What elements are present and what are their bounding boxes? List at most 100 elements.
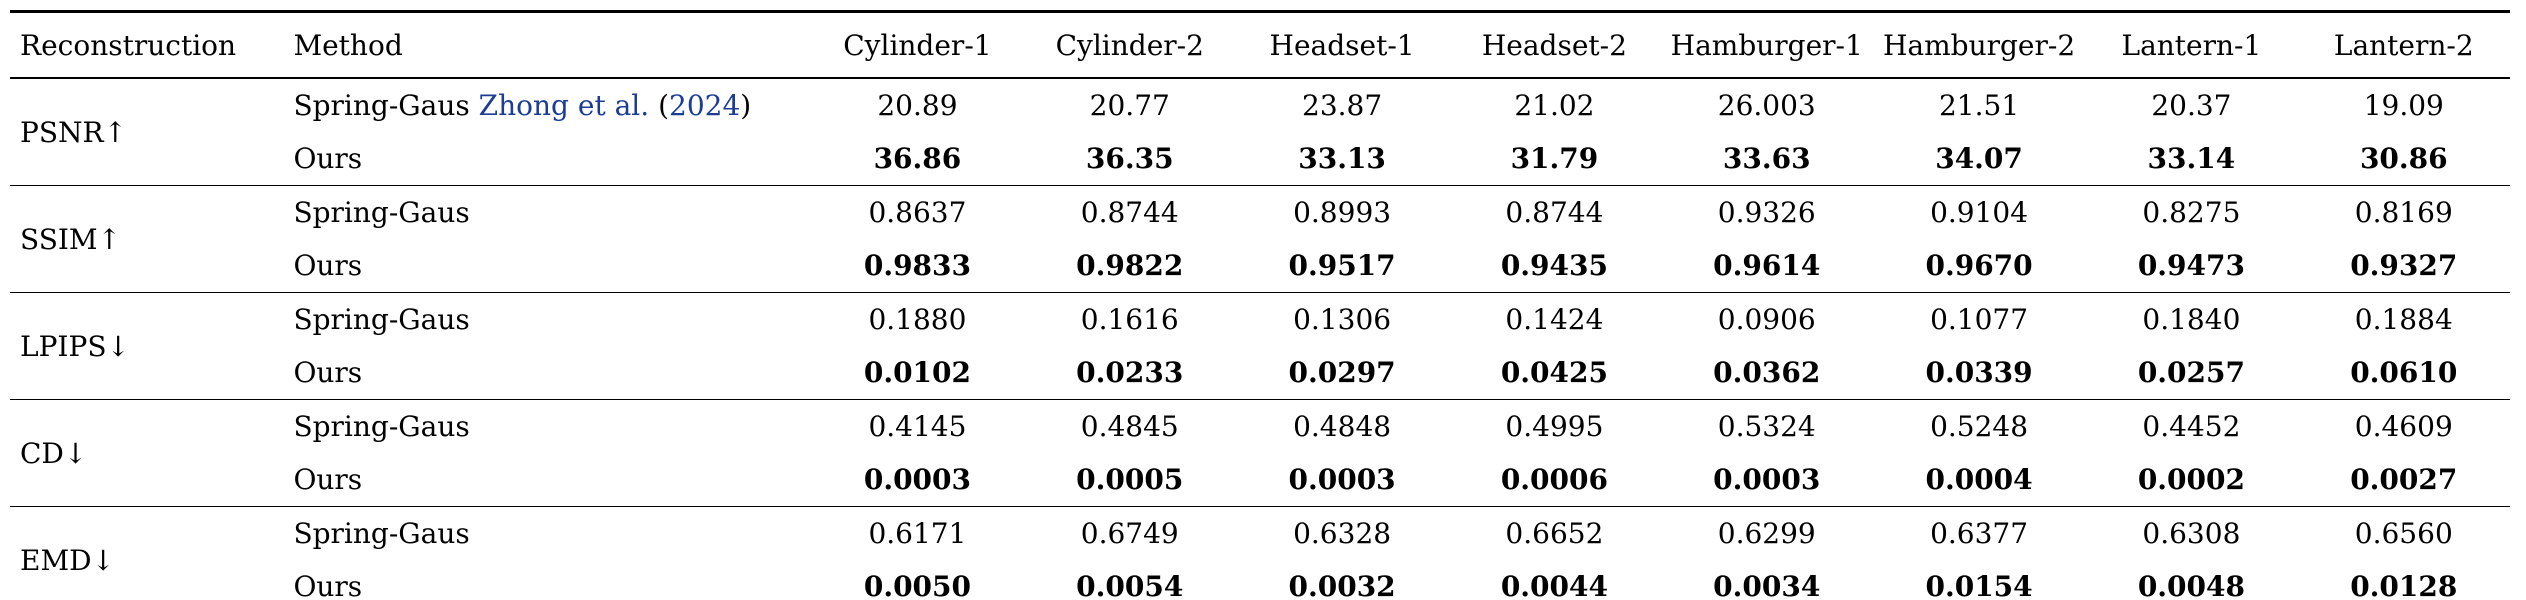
table-row: Ours 0.0102 0.0233 0.0297 0.0425 0.0362 0.0339… [10,346,2510,400]
value-cell: 0.4609 [2297,399,2510,453]
method-label: Spring-Gaus [293,303,470,336]
column-header-object: Headset-1 [1235,11,1449,79]
value-cell: 0.0425 [1500,356,1608,389]
value-cell: 0.0044 [1500,570,1608,600]
method-label: Ours [293,463,363,496]
value-cell: 0.6749 [1023,506,1236,560]
value-cell: 0.9435 [1500,249,1608,282]
value-cell: 34.07 [1935,142,2023,175]
value-cell: 0.8275 [2085,185,2298,239]
column-header-reconstruction: Reconstruction [10,11,286,79]
value-cell: 0.4848 [1235,399,1449,453]
column-header-object: Hamburger-1 [1660,11,1873,79]
value-cell: 26.003 [1717,89,1816,122]
value-cell: 0.0003 [1288,463,1396,496]
table-row: SSIM↑ Spring-Gaus 0.8637 0.8744 0.8993 0.8744… [10,185,2510,293]
method-label: Ours [293,570,363,600]
method-label: Spring-Gaus [293,89,470,122]
value-cell: 0.0048 [2137,570,2245,600]
value-cell: 0.0610 [2350,356,2458,389]
value-cell: 0.0233 [1076,356,1184,389]
value-cell: 0.9614 [1713,249,1821,282]
citation-year-link[interactable]: 2024 [669,89,741,122]
value-cell: 0.1616 [1023,292,1236,346]
column-header-method: Method [285,11,812,79]
citation-paren-open: ( [658,89,669,122]
method-label: Spring-Gaus [293,196,470,229]
value-cell: 0.5324 [1660,399,1873,453]
value-cell: 0.9327 [2350,249,2458,282]
value-cell: 0.0034 [1713,570,1821,600]
metric-label: EMD↓ [10,506,286,600]
results-table: Reconstruction Method Cylinder-1 Cylinder… [10,10,2510,600]
value-cell: 0.0362 [1713,356,1821,389]
value-cell: 0.0002 [2137,463,2245,496]
value-cell: 0.0257 [2137,356,2245,389]
column-header-object: Cylinder-2 [1023,11,1236,79]
table-row: Ours 36.86 36.35 33.13 31.79 33.63 34.07 33.14 3… [10,132,2510,186]
column-header-object: Lantern-2 [2297,11,2510,79]
method-cell: Spring-Gaus [285,185,812,239]
value-cell: 0.8993 [1235,185,1449,239]
method-cell: Ours [285,132,811,186]
value-cell: 0.1424 [1448,292,1661,346]
method-cell: Spring-Gaus [285,292,812,346]
method-label: Spring-Gaus [293,517,470,550]
value-cell: 0.4995 [1448,399,1661,453]
value-cell: 0.0128 [2350,570,2458,600]
value-cell: 21.51 [1938,89,2020,122]
value-cell: 0.1077 [1872,292,2086,346]
value-cell: 0.0003 [1713,463,1821,496]
value-cell: 0.9326 [1660,185,1873,239]
value-cell: 0.4145 [811,399,1024,453]
value-cell: 0.1306 [1235,292,1449,346]
value-cell: 0.0005 [1076,463,1184,496]
value-cell: 0.0906 [1660,292,1873,346]
value-cell: 0.8744 [1448,185,1661,239]
value-cell: 0.0297 [1288,356,1396,389]
value-cell: 0.0004 [1925,463,2033,496]
value-cell: 23.87 [1302,89,1383,122]
method-cell: Spring-Gaus [285,506,812,560]
value-cell: 33.13 [1298,142,1386,175]
value-cell: 33.14 [2147,142,2236,175]
method-cell: Spring-Gaus [285,399,812,453]
value-cell: 0.8169 [2297,185,2510,239]
column-header-object: Hamburger-2 [1872,11,2086,79]
metric-label: CD↓ [10,399,286,507]
value-cell: 20.89 [877,89,958,122]
table-body: PSNR↑ Spring-Gaus Zhong et al. (2024) 20.8… [10,78,2510,600]
value-cell: 0.8637 [811,185,1024,239]
value-cell: 0.0050 [863,570,972,600]
citation-space [470,89,479,122]
value-cell: 0.0003 [863,463,972,496]
value-cell: 0.0006 [1500,463,1608,496]
value-cell: 0.6652 [1448,506,1661,560]
value-cell: 0.5248 [1872,399,2086,453]
value-cell: 0.6328 [1235,506,1449,560]
value-cell: 0.6308 [2085,506,2298,560]
value-cell: 0.0339 [1925,356,2033,389]
value-cell: 0.9517 [1288,249,1396,282]
value-cell: 0.6560 [2297,506,2510,560]
value-cell: 0.8744 [1023,185,1236,239]
value-cell: 0.4452 [2085,399,2298,453]
method-cell: Spring-Gaus Zhong et al. (2024) [285,78,811,132]
value-cell: 20.77 [1089,89,1170,122]
table-row: EMD↓ Spring-Gaus 0.6171 0.6749 0.6328 0.6652 0… [10,506,2510,600]
value-cell: 0.9473 [2137,249,2245,282]
citation-link[interactable]: Zhong et al. [478,89,650,122]
value-cell: 33.63 [1722,142,1811,175]
method-label: Ours [293,356,363,389]
metric-label: PSNR↑ [20,115,128,149]
table-row: PSNR↑ Spring-Gaus Zhong et al. (2024) 20.8… [10,78,2510,149]
value-cell: 0.6171 [811,506,1024,560]
value-cell: 0.9833 [863,249,972,282]
value-cell: 0.4845 [1023,399,1236,453]
method-cell: Ours [285,239,811,293]
header-row: Reconstruction Method Cylinder-1 Cylinder… [10,11,2510,79]
value-cell: 0.1840 [2085,292,2298,346]
value-cell: 0.0102 [863,356,972,389]
value-cell: 0.6377 [1872,506,2086,560]
